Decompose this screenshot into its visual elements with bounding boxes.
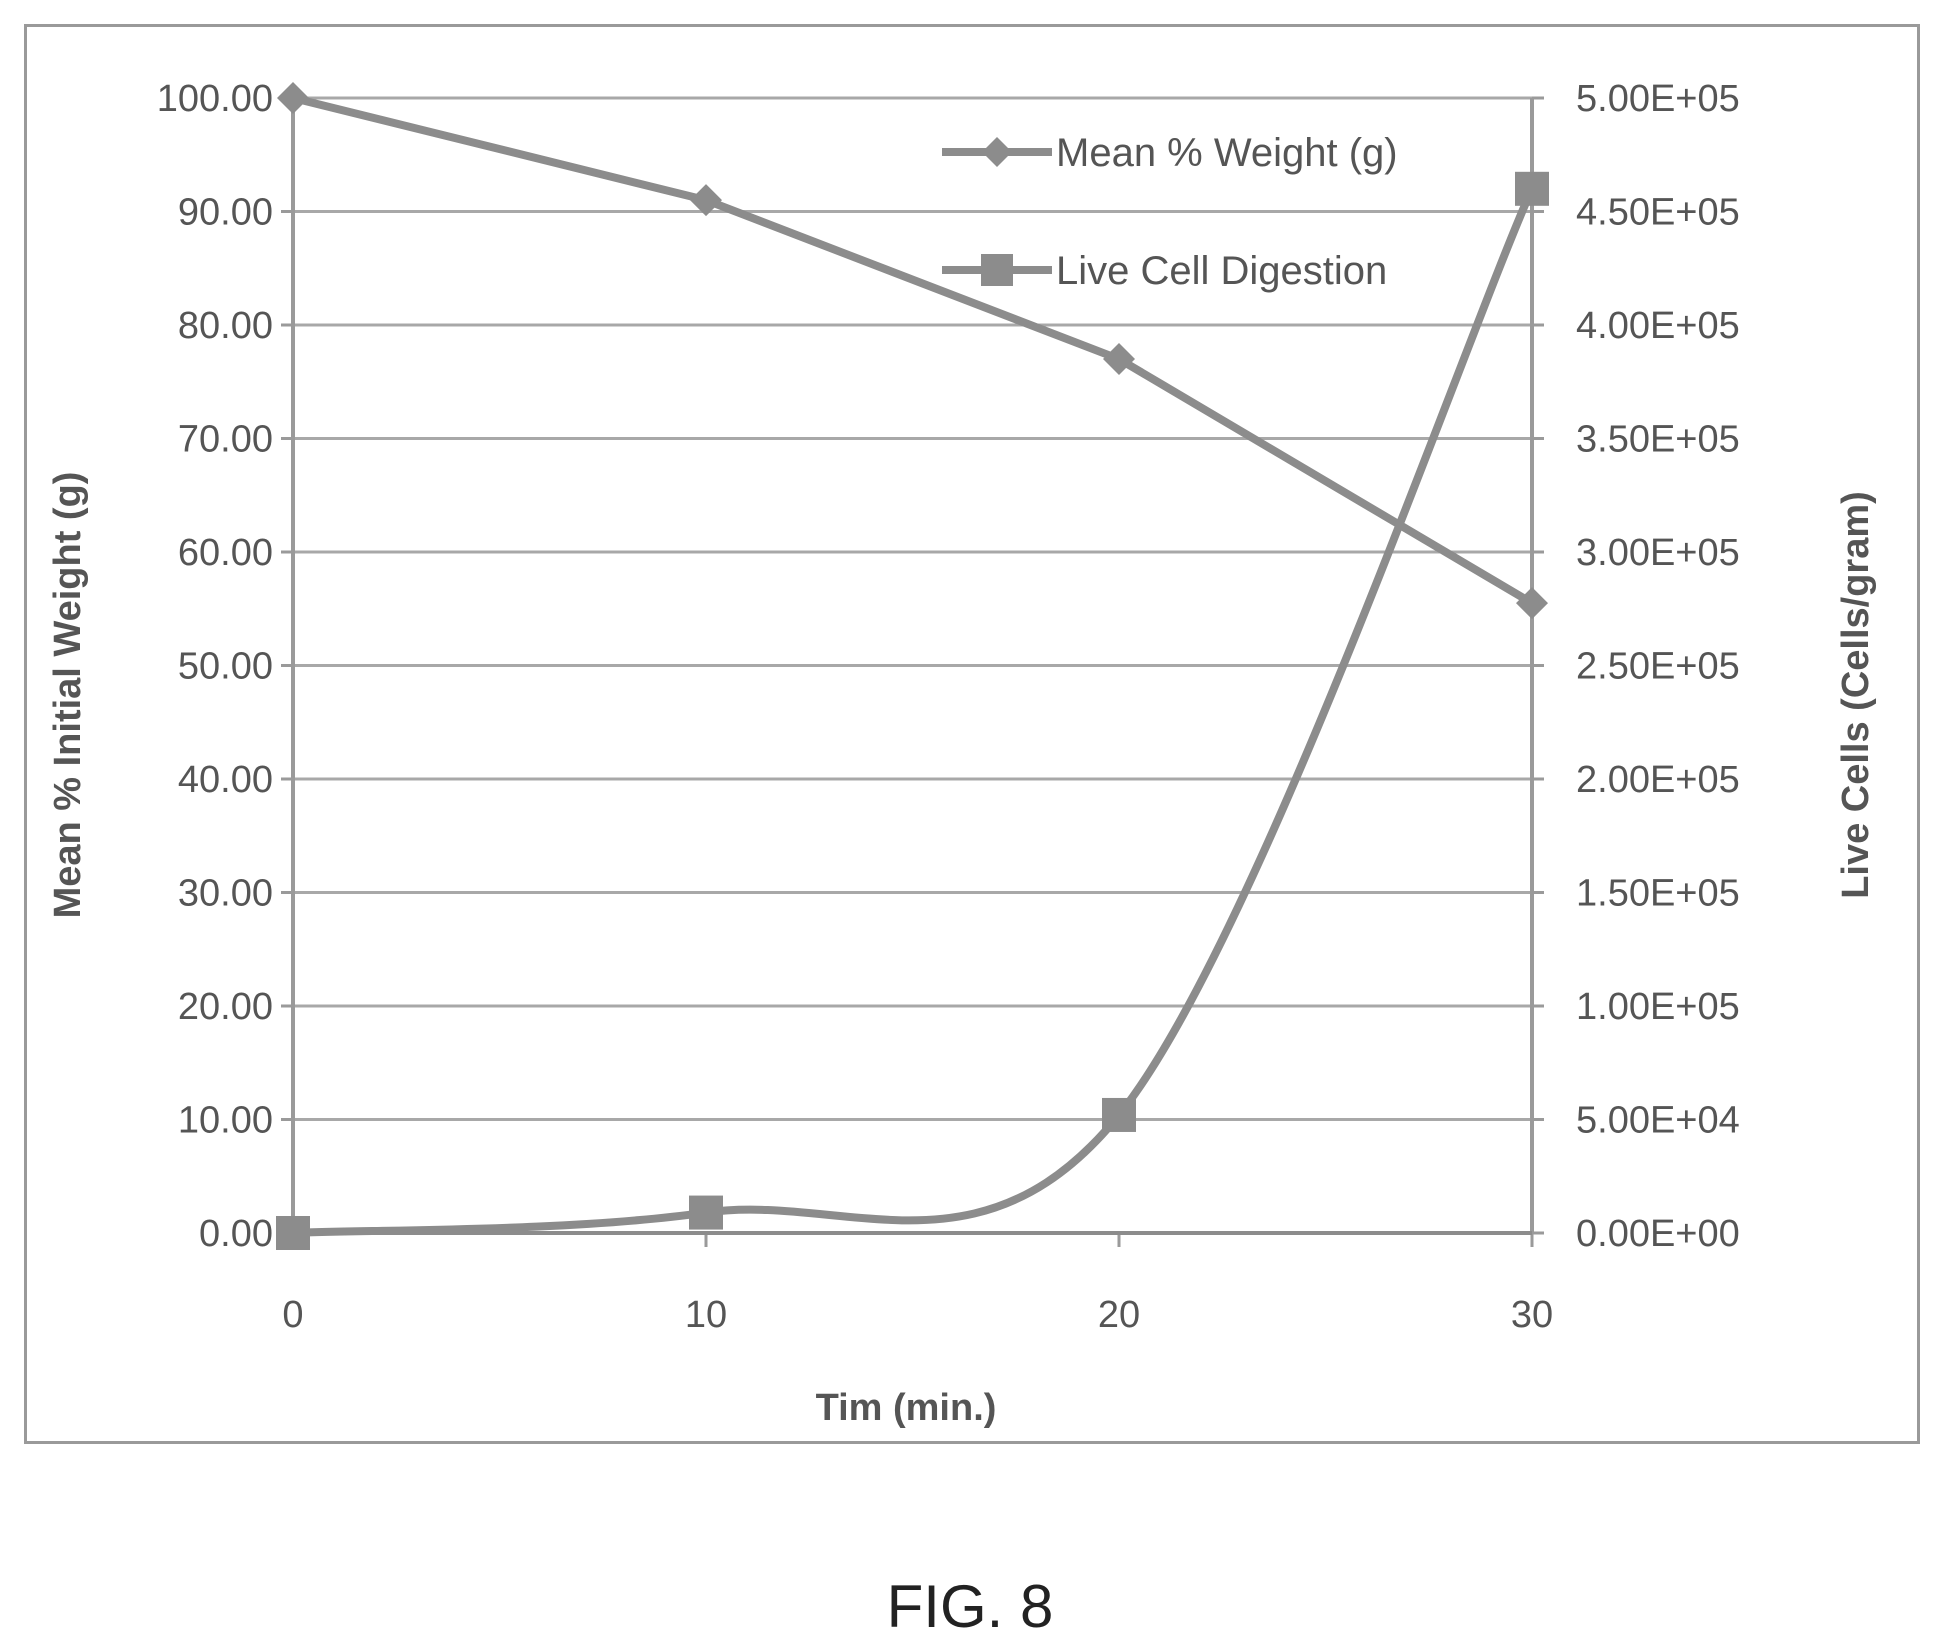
y-tick-label: 60.00 [178,532,273,574]
data-point [690,184,722,217]
y-tick-label: 70.00 [178,419,273,461]
x-axis-title: Tim (min.) [816,1387,997,1429]
series-line [292,187,1536,1237]
y-tick-label: 50.00 [178,646,273,688]
data-point [689,1195,723,1230]
y2-tick-label: 2.00E+05 [1576,759,1740,801]
chart-frame [24,24,1920,1444]
y-tick-label: 40.00 [178,759,273,801]
gridlines [293,96,1532,1121]
series [276,82,1549,1250]
legend: Mean % Weight (g) Live Cell Digestion [942,131,1398,293]
y-tick-label: 100.00 [157,78,273,120]
x-tick-label: 20 [1098,1294,1140,1336]
x-tick-label: 30 [1511,1294,1553,1336]
series-line [292,94,1535,607]
figure-caption: FIG. 8 [886,1573,1054,1640]
y-tick-label: 80.00 [178,305,273,347]
y-tick-label: 10.00 [178,1100,273,1142]
y-tick-label: 90.00 [178,192,273,234]
y-tick-label: 20.00 [178,986,273,1028]
y2-tick-label: 4.50E+05 [1576,192,1740,234]
y2-tick-label: 3.00E+05 [1576,532,1740,574]
y2-tick-label: 5.00E+05 [1576,78,1740,120]
y2-tick-label: 0.00E+00 [1576,1213,1740,1255]
y2-tick-label: 2.50E+05 [1576,646,1740,688]
x-tick-label: 0 [282,1294,303,1336]
data-point [1103,343,1135,376]
legend-marker [982,137,1012,167]
y-axis-title: Mean % Initial Weight (g) [47,472,89,919]
y-tick-label: 0.00 [199,1213,273,1255]
y2-tick-label: 5.00E+04 [1576,1100,1740,1142]
y2-tick-label: 4.00E+05 [1576,305,1740,347]
legend-label: Mean % Weight (g) [1056,131,1398,175]
y2-tick-label: 3.50E+05 [1576,419,1740,461]
data-point [1516,587,1548,620]
legend-label: Live Cell Digestion [1056,249,1387,293]
tick-labels: 0.00 10.00 20.00 30.00 40.00 50.00 60.00 70.00 8… [157,78,1740,1336]
y-tick-label: 30.00 [178,873,273,915]
y2-tick-label: 1.00E+05 [1576,986,1740,1028]
data-point [1515,171,1549,206]
x-tick-label: 10 [685,1294,727,1336]
chart: 0.00 10.00 20.00 30.00 40.00 50.00 60.00 70.00 8… [47,78,1877,1429]
legend-marker [981,254,1013,286]
y2-tick-label: 1.50E+05 [1576,873,1740,915]
data-point [276,1216,310,1250]
data-point [1102,1097,1136,1132]
y2-axis-title: Live Cells (Cells/gram) [1835,491,1877,899]
data-point [277,82,309,114]
